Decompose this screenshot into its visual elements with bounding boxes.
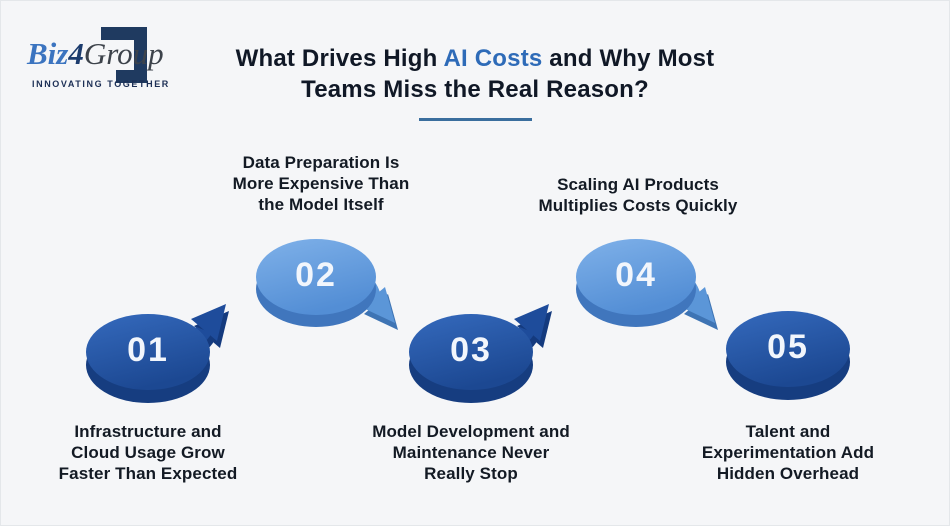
logo-brand-group: Group xyxy=(83,36,164,71)
disc-01-graphic xyxy=(86,304,229,403)
disc-05-graphic xyxy=(726,311,850,400)
title-prefix: What Drives High xyxy=(235,45,444,72)
logo-tagline: INNOVATING TOGETHER xyxy=(32,79,170,89)
step-02: 02 xyxy=(238,227,418,377)
step-05-number: 05 xyxy=(767,327,809,366)
step-02-number: 02 xyxy=(295,255,337,294)
page-title: What Drives High AI Costs and Why Most T… xyxy=(1,43,949,121)
step-03: 03 xyxy=(393,260,573,410)
title-highlight: AI Costs xyxy=(443,45,543,72)
page-title-line1: What Drives High AI Costs and Why Most xyxy=(1,43,949,74)
step-04: 04 xyxy=(558,227,738,377)
logo: Biz4Group INNOVATING TOGETHER xyxy=(19,13,189,108)
disc-02-graphic xyxy=(256,239,398,330)
title-suffix: and Why Most xyxy=(542,45,715,72)
step-04-label: Scaling AI Products Multiplies Costs Qui… xyxy=(538,175,738,215)
step-05-label: Talent and Experimentation Add Hidden Ov… xyxy=(701,422,875,483)
step-05: 05 xyxy=(710,257,890,407)
disc-04-graphic xyxy=(576,239,718,330)
logo-bracket-icon xyxy=(101,27,147,83)
step-02-label: Data Preparation Is More Expensive Than … xyxy=(232,153,410,214)
disc-03-graphic xyxy=(409,304,552,403)
step-04-number: 04 xyxy=(615,255,657,294)
step-03-label: Model Development and Maintenance Never … xyxy=(372,422,570,483)
logo-brand-text: Biz4Group xyxy=(27,37,164,71)
step-01-number: 01 xyxy=(127,330,169,369)
logo-brand-biz: Biz xyxy=(27,36,69,71)
page-title-line2: Teams Miss the Real Reason? xyxy=(301,76,649,103)
step-01: 01 xyxy=(70,260,250,410)
logo-brand-4: 4 xyxy=(68,36,84,71)
step-01-label: Infrastructure and Cloud Usage Grow Fast… xyxy=(58,422,238,483)
step-03-number: 03 xyxy=(450,330,492,369)
title-underline xyxy=(418,118,532,121)
